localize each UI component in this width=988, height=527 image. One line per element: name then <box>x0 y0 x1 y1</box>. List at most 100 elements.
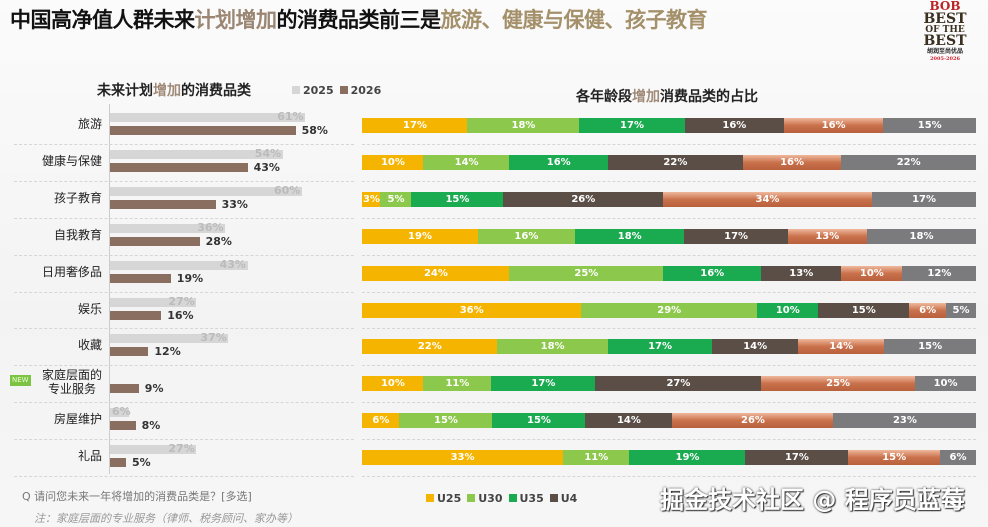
stacked-segment: 18% <box>866 228 977 244</box>
stacked-segment: 6% <box>939 450 977 466</box>
row-separator <box>362 180 976 182</box>
bar-label-2025: 60% <box>274 183 301 197</box>
category-label: 日用奢侈品 <box>41 264 102 279</box>
stacked-segment: 15% <box>492 413 586 429</box>
row-separator <box>362 328 976 330</box>
category-label: 娱乐 <box>77 301 102 316</box>
title-part: 增加 <box>153 83 181 99</box>
stacked-segment: 25% <box>509 265 664 281</box>
row-separator <box>14 402 354 404</box>
stacked-segment: 26% <box>503 191 664 207</box>
row-separator <box>14 180 354 182</box>
watermark: 掘金技术社区 @ 程序员蓝莓 <box>660 486 965 514</box>
category-label: 旅游 <box>77 117 102 131</box>
bar-label-2026: 9% <box>144 382 164 396</box>
stacked-segment: 14% <box>797 339 885 355</box>
bar-label-2026: 43% <box>253 160 280 174</box>
stacked-segment: 23% <box>833 413 977 429</box>
stacked-segment: 10% <box>757 302 819 318</box>
survey-question: Q 请问您未来一年将增加的消费品类是？[多选] <box>22 490 252 503</box>
bar-label-2025: 37% <box>200 331 227 345</box>
stacked-segment: 25% <box>761 376 916 392</box>
stacked-segment: 18% <box>467 118 580 133</box>
stacked-segment: 18% <box>574 228 685 244</box>
stacked-segment: 17% <box>871 191 977 207</box>
bar-2026 <box>110 347 149 357</box>
row-separator <box>362 365 976 367</box>
stacked-segment: 16% <box>662 265 762 281</box>
stacked-segment: 11% <box>423 376 492 392</box>
row-separator <box>362 254 976 256</box>
stacked-segment: 26% <box>672 413 834 429</box>
legend-swatch-U30 <box>467 494 476 502</box>
bar-label-2026: 8% <box>141 419 161 433</box>
bar-label-2025: 36% <box>197 220 224 234</box>
stacked-segment: 29% <box>580 302 758 318</box>
stacked-segment: 15% <box>399 413 493 429</box>
stacked-segment: 14% <box>423 154 510 170</box>
stacked-segment: 5% <box>945 302 977 318</box>
category-label: 健康与保健 <box>41 153 102 168</box>
legend-label: 2025 <box>303 84 334 97</box>
row-separator <box>14 217 354 219</box>
title-highlight: 旅游、健康与保健、孩子教育 <box>440 8 708 32</box>
legend-swatch-U25 <box>426 494 434 502</box>
bar-2025 <box>110 223 226 233</box>
logo-text: BOB <box>929 0 961 13</box>
page-title: 中国高净值人群未来计划增加的消费品类前三是旅游、健康与保健、孩子教育 <box>10 4 707 34</box>
stacked-segment: 14% <box>585 413 673 429</box>
bar-2026 <box>110 421 136 431</box>
bar-label-2026: 19% <box>176 271 204 285</box>
row-separator <box>14 254 354 256</box>
bar-2025 <box>110 186 302 196</box>
stacked-segment: 17% <box>490 376 596 392</box>
category-label: 家庭层面的专业服务 <box>41 368 102 397</box>
logo-text: 胡润至尚优品 <box>926 48 963 55</box>
legend-swatch-2026 <box>339 86 348 94</box>
bar-2025 <box>110 149 283 159</box>
title-highlight: 计划增加 <box>194 8 278 32</box>
stacked-segment: 19% <box>362 228 478 244</box>
bar-2025 <box>110 334 229 344</box>
bar-2025 <box>110 445 197 455</box>
legend-swatch-U4 <box>549 494 558 502</box>
stacked-segment: 22% <box>840 154 977 170</box>
title-text: 的消费品类前三是 <box>276 8 442 32</box>
left-legend: 2025 2026 <box>286 84 381 97</box>
stacked-segment: 36% <box>362 302 582 318</box>
category-label: 房屋维护 <box>53 412 102 427</box>
bar-label-2025: 27% <box>168 442 195 456</box>
legend-label: U30 <box>478 492 503 505</box>
category-label: 收藏 <box>77 338 102 353</box>
stacked-segment: 10% <box>914 376 977 392</box>
bar-2026 <box>110 162 248 172</box>
legend-label: 2026 <box>350 84 382 97</box>
row-separator <box>362 476 976 477</box>
row-separator <box>14 365 354 367</box>
stacked-segment: 22% <box>607 154 744 170</box>
stacked-segment: 33% <box>362 450 564 466</box>
category-label: 礼品 <box>77 449 102 464</box>
logo-text: BEST <box>923 11 967 27</box>
title-text: 中国高净值人群未来 <box>10 8 195 32</box>
stacked-segment: 17% <box>579 118 685 133</box>
stacked-segment: 16% <box>509 154 609 170</box>
row-separator <box>362 143 976 145</box>
stacked-segment: 6% <box>362 413 400 429</box>
row-separator <box>14 476 354 477</box>
stacked-segment: 34% <box>662 191 873 207</box>
row-separator <box>362 402 976 404</box>
bar-label-2026: 58% <box>301 124 328 137</box>
stacked-segment: 15% <box>411 191 504 207</box>
bar-label-2026: 5% <box>132 456 151 470</box>
bar-label-2025: 6% <box>112 405 131 419</box>
right-legend: U25 U30 U35 U4 <box>420 492 577 505</box>
stacked-segment: 10% <box>362 154 424 170</box>
category-label: 孩子教育 <box>53 190 102 205</box>
stacked-segment: 10% <box>840 265 903 281</box>
row-separator <box>14 291 354 293</box>
bar-2025 <box>110 408 130 418</box>
bar-2026 <box>110 273 171 283</box>
bar-label-2026: 16% <box>167 308 194 322</box>
stacked-segment: 24% <box>362 265 510 281</box>
